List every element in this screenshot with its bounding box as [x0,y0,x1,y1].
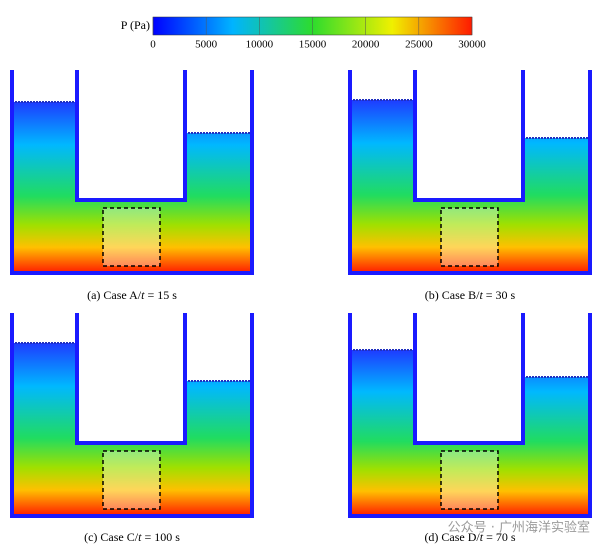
tank-panel [10,313,254,518]
caption-suffix: = 15 s [144,288,177,302]
tank-wall [10,313,254,518]
caption-variable: t [479,288,483,302]
caption: (a) Case A/t = 15 s [87,288,177,302]
caption-prefix: (d) Case D/ [424,530,480,544]
caption-suffix: = 30 s [483,288,516,302]
caption: (c) Case C/t = 100 s [84,530,180,544]
porous-region [440,207,499,267]
porous-region [102,207,161,267]
caption-variable: t [141,288,145,302]
tank-panel [10,70,254,275]
caption-prefix: (c) Case C/ [84,530,139,544]
caption-prefix: (a) Case A/ [87,288,142,302]
colorbar-tick-label: 25000 [405,39,433,51]
colorbar-tick-label: 15000 [299,39,327,51]
colorbar-tick-label: 10000 [246,39,274,51]
fluid-field [12,343,252,516]
caption-prefix: (b) Case B/ [425,288,480,302]
caption-variable: t [138,530,142,544]
caption-suffix: = 100 s [141,530,180,544]
porous-region [440,450,499,510]
fluid-field [350,350,590,516]
caption: (d) Case D/t = 70 s [424,530,515,544]
colorbar-tick-label: 0 [150,39,156,51]
tank-wall [348,70,592,275]
fluid-field [12,102,252,273]
tank-wall [348,313,592,518]
tank-panel [348,313,592,518]
colorbar-tick-label: 5000 [195,39,218,51]
caption: (b) Case B/t = 30 s [425,288,516,302]
colorbar-tick-label: 30000 [458,39,486,51]
tank-wall [10,70,254,275]
fluid-field [350,100,590,273]
watermark: 公众号 · 广州海洋实验室 [448,520,590,536]
colorbar-tick-label: 20000 [352,39,380,51]
porous-region [102,450,161,510]
caption-suffix: = 70 s [483,530,516,544]
tank-panel [348,70,592,275]
colorbar-label: P (Pa) [121,18,150,32]
caption-variable: t [480,530,484,544]
